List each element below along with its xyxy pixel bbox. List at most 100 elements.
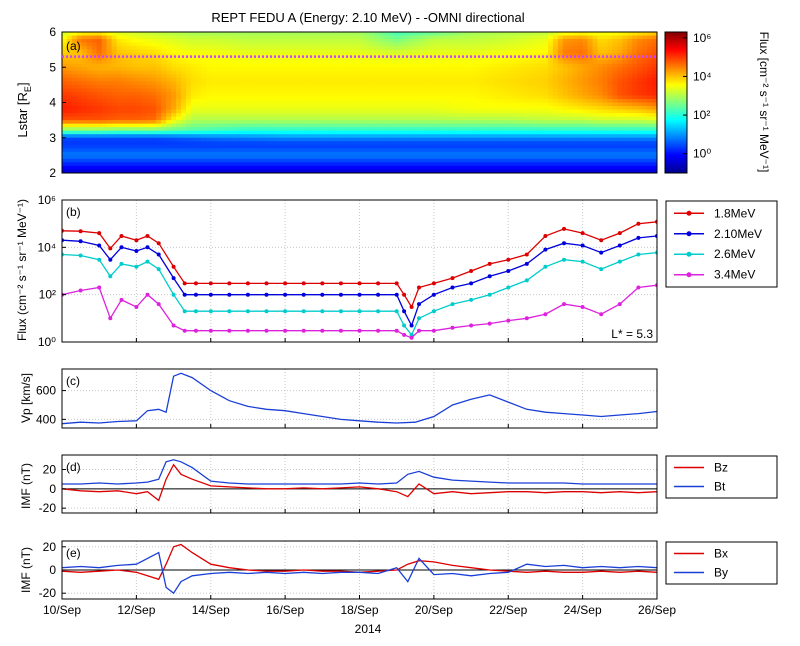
heatmap-cell xyxy=(156,141,162,146)
heatmap-cell xyxy=(176,49,182,54)
heatmap-cell xyxy=(116,70,123,75)
heatmap-cell xyxy=(428,63,435,68)
heatmap-cell xyxy=(255,141,261,146)
series-marker xyxy=(338,328,343,333)
heatmap-cell xyxy=(612,84,618,90)
heatmap-cell xyxy=(314,162,321,167)
heatmap-cell xyxy=(508,158,514,164)
heatmap-cell xyxy=(577,81,584,86)
heatmap-cell xyxy=(612,162,618,167)
heatmap-cell xyxy=(205,35,212,40)
heatmap-cell xyxy=(547,134,554,139)
heatmap-cell xyxy=(617,91,623,97)
heatmap-cell xyxy=(547,46,554,51)
heatmap-cell xyxy=(275,46,281,51)
heatmap-cell xyxy=(76,42,83,47)
heatmap-cell xyxy=(642,49,648,54)
heatmap-cell xyxy=(359,63,366,68)
heatmap-cell xyxy=(116,144,123,149)
heatmap-cell xyxy=(131,56,137,61)
heatmap-cell xyxy=(270,116,276,121)
heatmap-cell xyxy=(592,144,599,149)
heatmap-cell xyxy=(453,123,460,128)
heatmap-cell xyxy=(448,70,455,75)
heatmap-cell xyxy=(637,127,643,132)
heatmap-cell xyxy=(597,158,604,164)
heatmap-cell xyxy=(423,56,430,61)
heatmap-cell xyxy=(612,169,618,173)
heatmap-cell xyxy=(225,39,232,44)
heatmap-cell xyxy=(394,84,400,90)
heatmap-cell xyxy=(101,32,108,37)
heatmap-cell xyxy=(314,106,321,111)
heatmap-cell xyxy=(131,134,137,139)
heatmap-cell xyxy=(210,162,217,167)
heatmap-cell xyxy=(597,141,604,146)
heatmap-cell xyxy=(414,106,420,111)
heatmap-cell xyxy=(602,98,609,104)
heatmap-cell xyxy=(394,98,400,104)
heatmap-cell xyxy=(652,42,657,47)
heatmap-cell xyxy=(577,39,584,44)
heatmap-cell xyxy=(136,32,142,37)
heatmap-cell xyxy=(260,88,266,93)
heatmap-cell xyxy=(448,95,455,100)
heatmap-cell xyxy=(176,46,182,51)
heatmap-cell xyxy=(562,74,569,79)
heatmap-cell xyxy=(200,53,207,58)
heatmap-cell xyxy=(91,155,98,160)
heatmap-cell xyxy=(612,109,618,114)
heatmap-cell xyxy=(349,95,356,100)
heatmap-cell xyxy=(622,123,628,128)
heatmap-cell xyxy=(235,46,242,51)
heatmap-cell xyxy=(567,134,574,139)
heatmap-cell xyxy=(205,134,212,139)
heatmap-cell xyxy=(414,169,420,173)
heatmap-cell xyxy=(106,141,113,146)
heatmap-cell xyxy=(637,134,643,139)
heatmap-cell xyxy=(96,162,103,167)
heatmap-cell xyxy=(562,63,569,68)
heatmap-cell xyxy=(354,130,361,135)
heatmap-cell xyxy=(409,102,415,107)
heatmap-cell xyxy=(592,127,599,132)
heatmap-cell xyxy=(76,35,83,40)
heatmap-cell xyxy=(433,165,440,171)
heatmap-cell xyxy=(602,148,609,153)
heatmap-cell xyxy=(602,155,609,160)
heatmap-cell xyxy=(632,84,638,90)
heatmap-cell xyxy=(632,162,638,167)
heatmap-cell xyxy=(250,42,256,47)
heatmap-cell xyxy=(62,102,68,107)
heatmap-cell xyxy=(111,137,118,142)
heatmap-cell xyxy=(66,95,73,100)
heatmap-cell xyxy=(339,70,346,75)
heatmap-cell xyxy=(622,53,628,58)
heatmap-cell xyxy=(597,130,604,135)
heatmap-cell xyxy=(280,91,286,97)
heatmap-cell xyxy=(528,81,534,86)
heatmap-cell xyxy=(136,49,142,54)
heatmap-cell xyxy=(319,148,326,153)
heatmap-cell xyxy=(235,98,242,104)
heatmap-cell xyxy=(250,155,256,160)
heatmap-cell xyxy=(146,144,152,149)
heatmap-cell xyxy=(572,141,579,146)
heatmap-cell xyxy=(483,109,490,114)
heatmap-cell xyxy=(260,98,266,104)
heatmap-cell xyxy=(275,109,281,114)
panel-a-tag: (a) xyxy=(66,39,81,53)
heatmap-cell xyxy=(463,102,470,107)
heatmap-cell xyxy=(557,141,564,146)
heatmap-cell xyxy=(577,116,584,121)
heatmap-cell xyxy=(612,35,618,40)
heatmap-cell xyxy=(364,46,371,51)
heatmap-cell xyxy=(582,81,589,86)
heatmap-cell xyxy=(200,134,207,139)
heatmap-cell xyxy=(290,42,296,47)
heatmap-cell xyxy=(86,144,93,149)
heatmap-cell xyxy=(225,169,232,173)
heatmap-cell xyxy=(384,67,390,72)
heatmap-cell xyxy=(414,70,420,75)
heatmap-cell xyxy=(453,169,460,173)
